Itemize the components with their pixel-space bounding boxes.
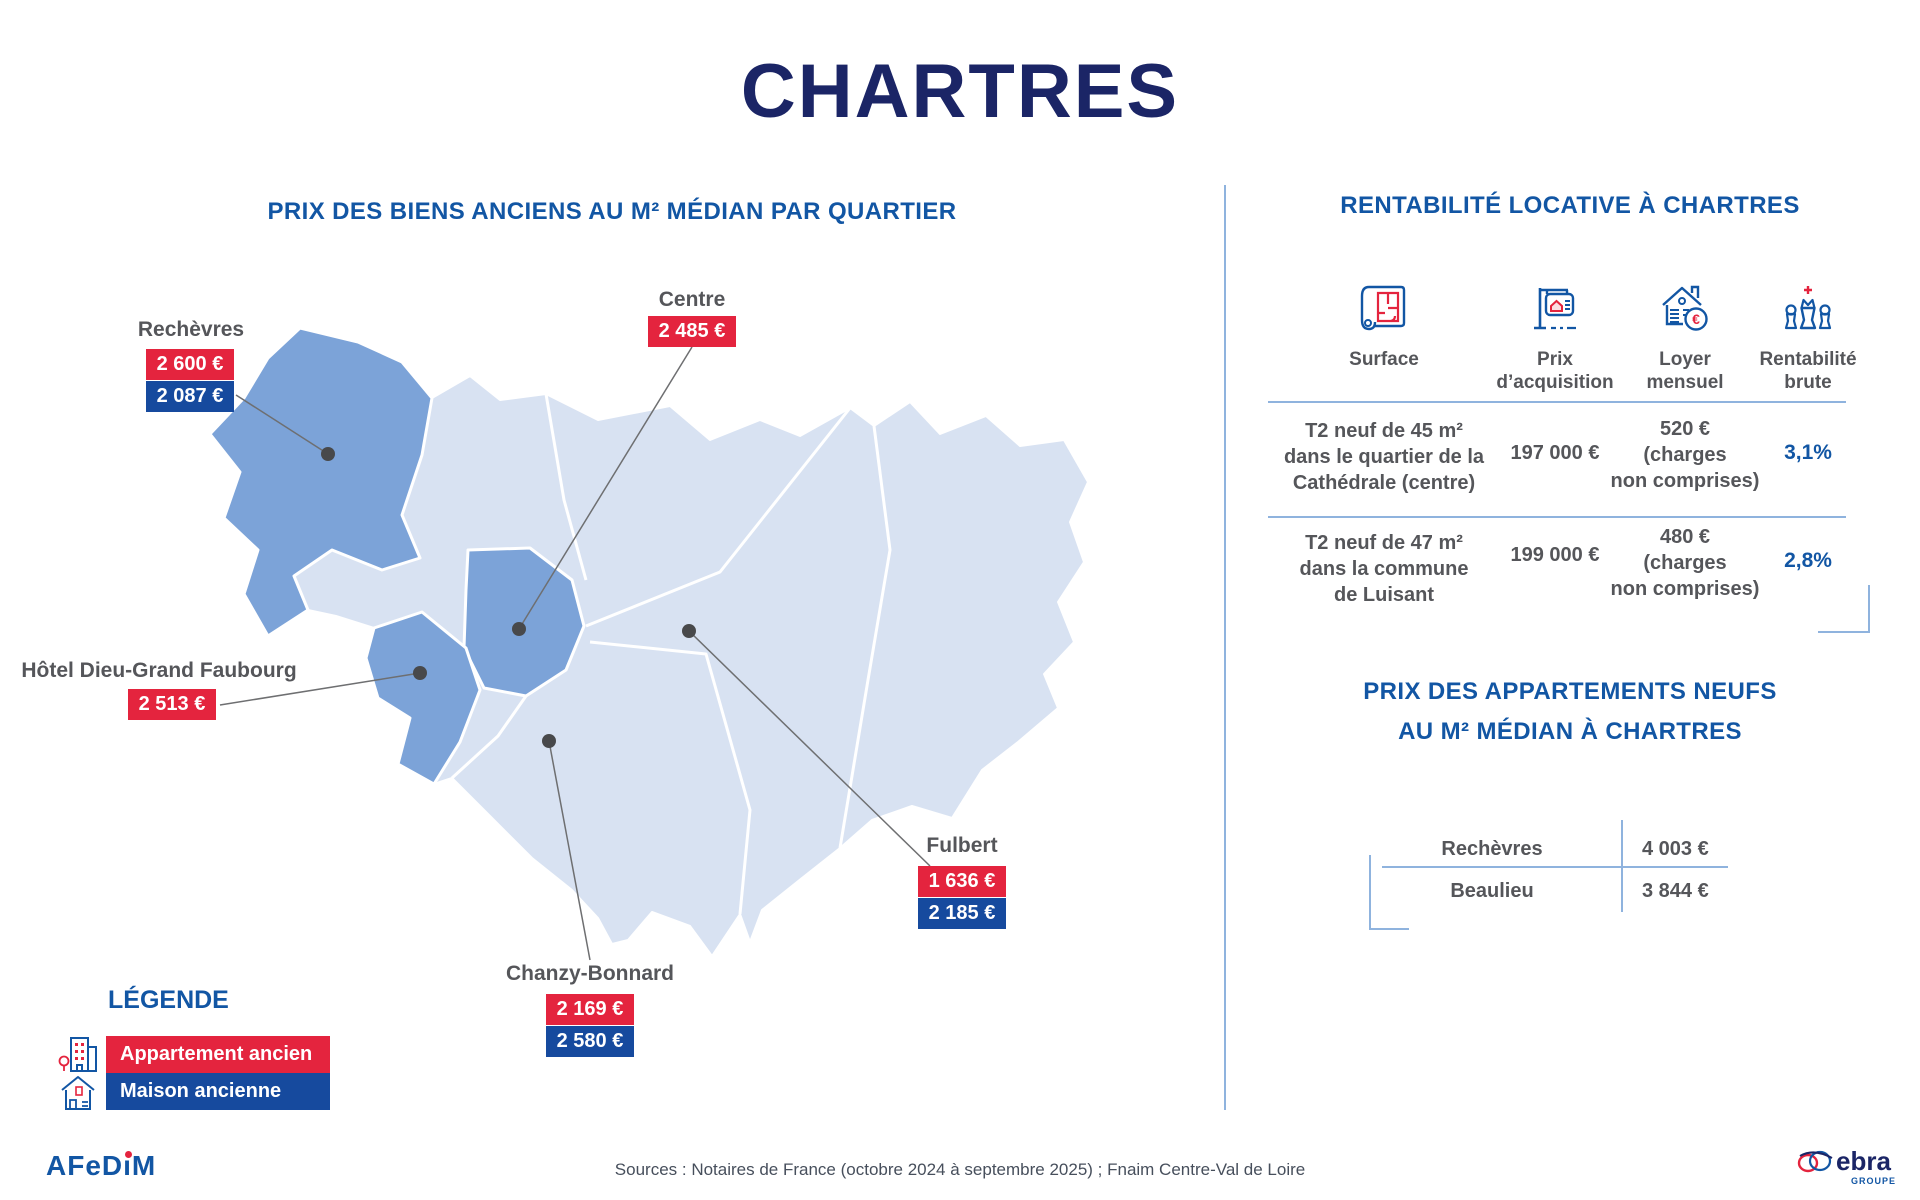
table-row2-surface: T2 neuf de 47 m² dans la commune de Luis… [1299, 532, 1469, 606]
floor-plan-icon [1356, 280, 1412, 336]
page-title: CHARTRES [740, 49, 1180, 134]
apartment-price-badge-centre: 2 485 € [648, 316, 736, 347]
district-label-centre: Centre [658, 288, 726, 311]
afedim-logo-text: AFeD [46, 1150, 124, 1181]
new-apartments-title-line1: PRIX DES APPARTEMENTS NEUFS [1363, 678, 1777, 705]
afedim-logo-i: ı [123, 1150, 133, 1181]
house-price-badge-rechevres: 2 087 € [146, 381, 234, 412]
zebra-groupe-logo: ebra GROUPE [1796, 1146, 1896, 1186]
column-header-yield: Rentabilité brute [1759, 349, 1857, 393]
table-row2-rent: 480 € (charges non comprises) [1610, 526, 1760, 600]
apartment-price-badge-hotel-dieu: 2 513 € [128, 689, 216, 720]
table-row2-price: 199 000 € [1510, 544, 1600, 566]
district-border-lines [450, 393, 892, 915]
house-icon [58, 1073, 98, 1111]
new-apartments-title-line2: AU M² MÉDIAN À CHARTRES [1398, 718, 1742, 745]
district-rechevres-shape [208, 326, 434, 638]
column-header-rent: Loyer mensuel [1646, 349, 1724, 393]
district-label-fulbert: Fulbert [926, 834, 998, 857]
column-header-price: Prix d’acquisition [1496, 349, 1614, 393]
new-apartments-rule [1382, 866, 1728, 868]
chartres-map-svg [208, 326, 1089, 961]
district-label-hotel-dieu: Hôtel Dieu-Grand Faubourg [21, 659, 297, 682]
decorative-corner-bottom-left [1369, 855, 1409, 930]
table-rule-top [1268, 401, 1846, 403]
house-price-badge-chanzy: 2 580 € [546, 1026, 634, 1057]
apartment-price-badge-rechevres: 2 600 € [146, 349, 234, 380]
leader-lines [219, 346, 931, 961]
afedim-logo-text-end: M [131, 1150, 157, 1181]
district-label-rechevres: Rechèvres [137, 318, 245, 341]
column-header-surface: Surface [1349, 349, 1419, 370]
afedim-logo: AFeDı M [46, 1150, 156, 1182]
apartment-building-icon [58, 1035, 98, 1073]
new-apartments-row2-price: 3 844 € [1642, 880, 1709, 902]
table-row1-rent: 520 € (charges non comprises) [1610, 418, 1760, 492]
legend-house-label: Maison ancienne [106, 1073, 330, 1110]
table-row1-yield: 3,1% [1784, 441, 1832, 464]
zebra-logo-subtext: GROUPE [1850, 1176, 1896, 1186]
districts-map [150, 250, 1150, 1010]
house-price-badge-fulbert: 2 185 € [918, 898, 1006, 929]
sources-text: Sources : Notaires de France (octobre 20… [614, 1160, 1306, 1179]
zebra-logo-text: ebra [1836, 1146, 1891, 1176]
table-row1-price: 197 000 € [1510, 442, 1600, 464]
table-row1-surface: T2 neuf de 45 m² dans le quartier de la … [1283, 420, 1485, 494]
chess-pieces-icon [1780, 280, 1836, 336]
new-apartments-row1-price: 4 003 € [1642, 838, 1709, 860]
decorative-corner-bottom-right [1818, 585, 1870, 633]
legend-apartment-label: Appartement ancien [106, 1036, 330, 1073]
new-apartments-row2-district: Beaulieu [1450, 880, 1534, 902]
district-dots [321, 447, 696, 748]
new-apartments-row1-district: Rechèvres [1441, 838, 1543, 860]
zebra-swirl-icon [1797, 1150, 1833, 1173]
district-label-chanzy-bonnard: Chanzy-Bonnard [506, 962, 674, 985]
map-section-title: PRIX DES BIENS ANCIENS AU M² MÉDIAN PAR … [267, 198, 957, 225]
apartment-price-badge-fulbert: 1 636 € [918, 866, 1006, 897]
panel-divider [1224, 185, 1226, 1110]
house-euro-icon: € [1657, 280, 1713, 336]
rentability-title: RENTABILITÉ LOCATIVE À CHARTRES [1340, 192, 1800, 219]
legend-title: LÉGENDE [108, 986, 229, 1014]
table-rule-middle [1268, 516, 1846, 518]
svg-text:€: € [1692, 311, 1700, 327]
new-apartments-vertical-rule [1621, 820, 1623, 912]
apartment-price-badge-chanzy: 2 169 € [546, 994, 634, 1025]
district-hotel-dieu-shape [364, 610, 482, 786]
table-row2-yield: 2,8% [1784, 549, 1832, 572]
sale-sign-icon [1527, 280, 1583, 336]
